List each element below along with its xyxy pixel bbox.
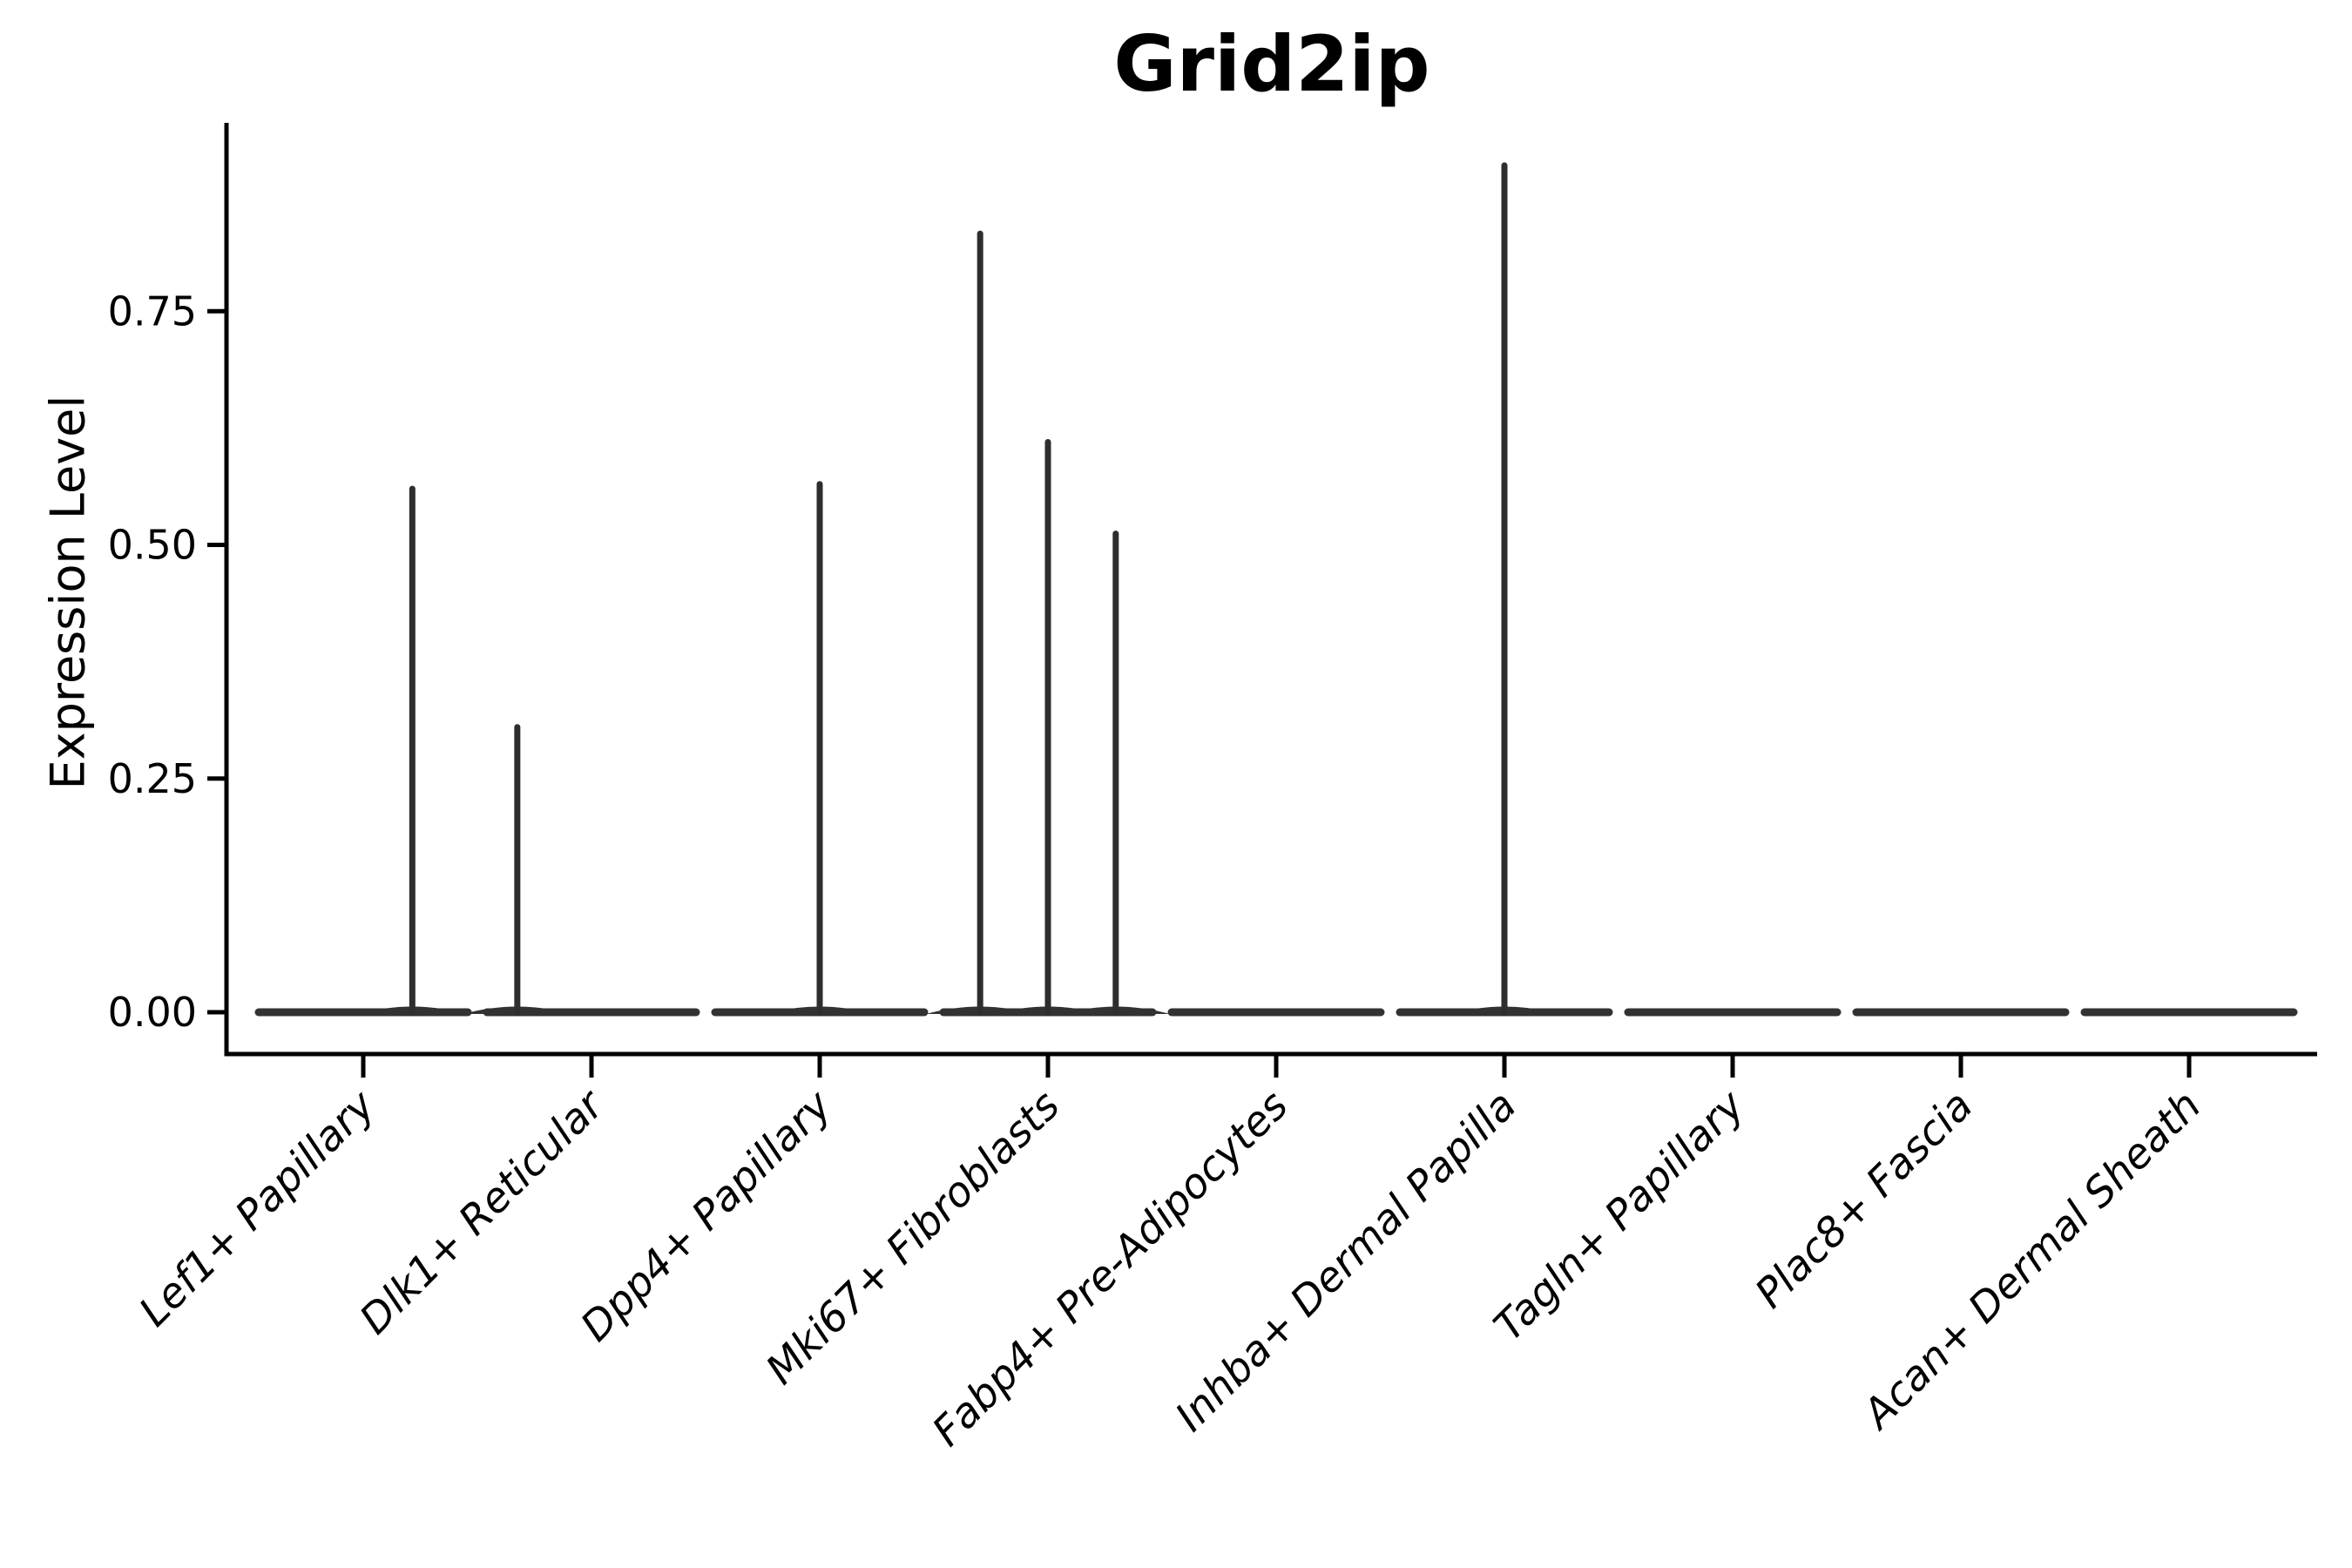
y-tick-label: 0.25 <box>108 755 197 802</box>
x-tick-label: Dpp4+ Papillary <box>571 1081 841 1351</box>
y-tick-label: 0.50 <box>108 522 197 569</box>
chart-title: Grid2ip <box>1113 19 1430 109</box>
x-tick-label: Tagln+ Papillary <box>1485 1081 1755 1351</box>
y-tick-label: 0.00 <box>108 989 197 1036</box>
y-tick-label: 0.75 <box>108 287 197 335</box>
x-tick-label: Lef1+ Papillary <box>130 1081 385 1336</box>
x-tick-label: Plac8+ Fascia <box>1746 1082 1982 1318</box>
x-tick-label: Dlk1+ Reticular <box>351 1080 615 1344</box>
